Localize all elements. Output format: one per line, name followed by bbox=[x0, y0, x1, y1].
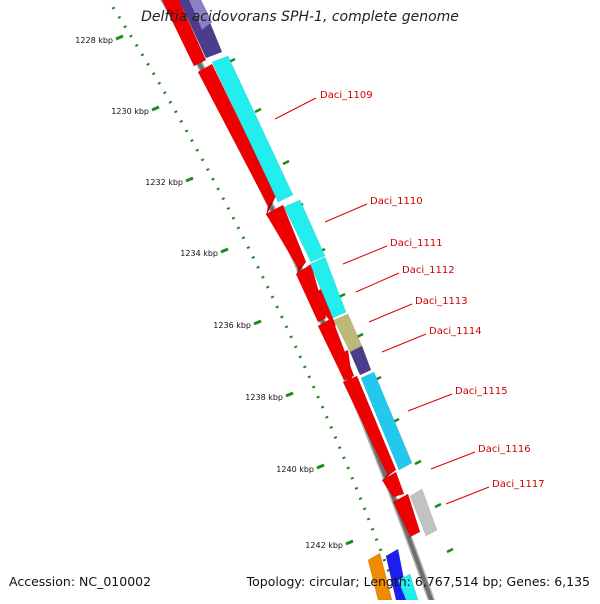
backbone-line bbox=[161, 0, 434, 603]
gene-label-line bbox=[342, 245, 388, 265]
minor-tick bbox=[254, 107, 262, 114]
gene-arrowhead bbox=[297, 262, 306, 274]
gene-labels: Daci_1109 Daci_1110 Daci_1111 Daci_1112 Daci… bbox=[274, 90, 545, 505]
gene-cyan bbox=[283, 199, 326, 263]
gene-label: Daci_1117 bbox=[492, 479, 545, 490]
gene-arrowhead bbox=[408, 532, 420, 538]
gene-arrowhead bbox=[385, 470, 396, 478]
minor-tick bbox=[446, 547, 454, 554]
gene-label-line bbox=[368, 303, 413, 323]
tick-label: 1234 kbp bbox=[180, 249, 218, 258]
tick-mark bbox=[151, 105, 160, 112]
tick-dots bbox=[106, 0, 402, 603]
tick-mark bbox=[316, 463, 325, 470]
gene-features bbox=[161, 0, 438, 601]
minor-tick bbox=[282, 159, 290, 166]
gene-label: Daci_1116 bbox=[478, 444, 531, 455]
backbone-shadow bbox=[160, 0, 436, 604]
tick-label: 1230 kbp bbox=[111, 107, 149, 116]
tick-mark bbox=[285, 391, 294, 398]
accession-label: Accession: NC_010002 bbox=[9, 574, 152, 589]
gene-purple bbox=[349, 345, 372, 376]
minor-tick bbox=[414, 459, 422, 466]
minor-tick bbox=[356, 332, 364, 339]
gene-label-line bbox=[381, 333, 427, 353]
tick-mark bbox=[345, 539, 354, 546]
tick-mark bbox=[220, 247, 229, 254]
gene-purple bbox=[178, 0, 223, 59]
gene-cyan bbox=[360, 371, 413, 471]
tick-label: 1236 kbp bbox=[213, 321, 251, 330]
gene-label-line bbox=[355, 272, 400, 293]
gene-grey bbox=[409, 488, 438, 537]
gene-label: Daci_1113 bbox=[415, 296, 468, 307]
gene-label-line bbox=[274, 97, 317, 120]
gene-red bbox=[295, 263, 327, 323]
gene-label-line bbox=[324, 203, 368, 223]
genome-backbone bbox=[160, 0, 436, 604]
tick-mark bbox=[115, 34, 124, 41]
gene-red bbox=[381, 471, 405, 498]
genome-summary: Topology: circular; Length: 6,767,514 bp… bbox=[246, 574, 590, 589]
tick-label: 1232 kbp bbox=[145, 178, 183, 187]
tick-label: 1238 kbp bbox=[245, 393, 283, 402]
gene-label: Daci_1112 bbox=[402, 265, 455, 276]
gene-red bbox=[308, 288, 337, 327]
gene-label: Daci_1110 bbox=[370, 196, 423, 207]
minor-tick bbox=[434, 502, 442, 509]
tick-label: 1228 kbp bbox=[75, 36, 113, 45]
gene-cyan bbox=[211, 55, 294, 203]
gene-label-line bbox=[430, 451, 476, 470]
gene-arrowhead bbox=[266, 196, 276, 216]
gene-label-line bbox=[445, 486, 490, 505]
tick-mark bbox=[253, 319, 262, 326]
gene-red bbox=[161, 0, 207, 67]
tick-label: 1242 kbp bbox=[305, 541, 343, 550]
tick-label: 1240 kbp bbox=[276, 465, 314, 474]
tick-mark bbox=[185, 176, 194, 183]
gene-label: Daci_1111 bbox=[390, 238, 443, 249]
gene-purple-light bbox=[188, 0, 213, 31]
gene-label-line bbox=[407, 393, 453, 412]
gene-label: Daci_1109 bbox=[320, 90, 373, 101]
map-title: Delftia acidovorans SPH-1, complete geno… bbox=[141, 9, 459, 25]
gene-label: Daci_1114 bbox=[429, 326, 482, 337]
gene-cyan bbox=[309, 256, 347, 319]
gene-red bbox=[335, 349, 353, 381]
gene-label: Daci_1115 bbox=[455, 386, 508, 397]
